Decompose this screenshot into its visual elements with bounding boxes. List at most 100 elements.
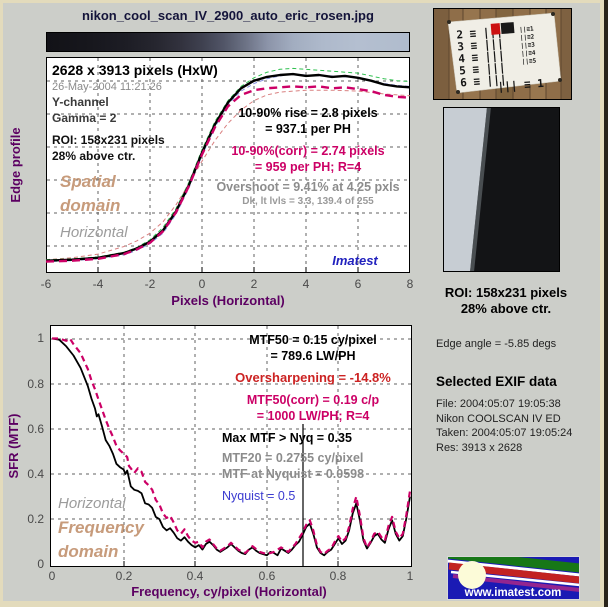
exif-line-model: Nikon COOLSCAN IV ED bbox=[436, 412, 561, 425]
mtf-ytick-2: 0.6 bbox=[27, 422, 44, 436]
dark-patch bbox=[500, 22, 515, 35]
edge-xtick-4: 2 bbox=[250, 277, 258, 291]
curve-red-channel bbox=[46, 89, 410, 261]
frame-top bbox=[0, 0, 608, 3]
chart-row-right-1: ||≡2 bbox=[520, 33, 535, 41]
imatest-watermark: Imatest bbox=[332, 253, 378, 268]
chart-row-left-4: 6 ≡ ||| bbox=[460, 73, 507, 90]
mtf-xtick-5: 1 bbox=[406, 569, 414, 583]
rise-corr-annotation-2: = 959 per PH; R=4 bbox=[254, 160, 362, 174]
edge-xtick-1: -4 bbox=[92, 277, 104, 291]
chart-row-right-0: ||≡1 bbox=[519, 26, 534, 34]
spatial-domain-label-2: domain bbox=[60, 196, 121, 215]
chart-row-right-3: ||≡4 bbox=[521, 49, 536, 57]
exif-line-res: Res: 3913 x 2628 bbox=[436, 441, 523, 454]
edge-x-axis-label: Pixels (Horizontal) bbox=[171, 293, 285, 308]
overshoot-annotation: Overshoot = 9.41% at 4.25 pxls bbox=[216, 180, 400, 194]
exif-line-taken: Taken: 2004:05:07 19:05:24 bbox=[436, 427, 573, 439]
chart-row-left-1: 3 ≡ ||| bbox=[457, 37, 504, 54]
gamma-label: Gamma = 2 bbox=[52, 111, 117, 125]
edge-angle-label: Edge angle = -5.85 degs bbox=[436, 338, 557, 350]
mtf-ytick-4: 0.2 bbox=[27, 512, 44, 526]
mtf-xtick-2: 0.4 bbox=[186, 569, 204, 583]
test-chart-thumbnail: 2 ≡ ||| 3 ≡ ||| 4 ≡ ||| 5 ≡ ||| 6 ≡ ||| … bbox=[433, 8, 572, 100]
edge-xtick-2: -2 bbox=[144, 277, 156, 291]
edge-annotations: 10-90% rise = 2.8 pixels = 937.1 per PH … bbox=[192, 105, 424, 208]
roi-caption-line-2: 28% above ctr. bbox=[460, 301, 552, 316]
mtf-ytick-3: 0.4 bbox=[27, 467, 44, 481]
frequency-domain-label-2: domain bbox=[58, 542, 119, 561]
roi-caption: ROI: 158x231 pixels 28% above ctr. bbox=[426, 285, 586, 317]
mtf-annotations: MTF50 = 0.15 cy/pixel = 789.6 LW/PH Over… bbox=[200, 332, 426, 504]
edge-orientation-label: Horizontal bbox=[60, 224, 128, 241]
tonal-gradient-bar bbox=[46, 32, 410, 52]
mtf-ytick-0: 1 bbox=[37, 331, 44, 345]
chart-row-right-2: ||≡3 bbox=[520, 41, 535, 49]
chart-row-left-2: 4 ≡ ||| bbox=[458, 49, 505, 66]
thumbnail-border bbox=[433, 8, 572, 100]
edge-xtick-3: 0 bbox=[198, 277, 206, 291]
roi-thumbnail-border bbox=[443, 107, 560, 272]
roi-marker bbox=[490, 23, 501, 35]
mtf-plot-frame bbox=[50, 325, 412, 567]
roi-caption-line-1: ROI: 158x231 pixels bbox=[444, 285, 568, 300]
mtf-nyquist-annotation: MTF at Nyquist = 0.0598 bbox=[222, 467, 365, 481]
roi-size-label: ROI: 158x231 pixels bbox=[52, 133, 165, 147]
mtf-ytick-1: 0.8 bbox=[27, 377, 44, 391]
exif-line-file: File: 2004:05:07 19:05:38 bbox=[436, 398, 561, 410]
frame-right-dark bbox=[604, 0, 608, 607]
chart-row-right-4: ||≡5 bbox=[521, 57, 536, 65]
imatest-logo[interactable]: www.imatest.com bbox=[447, 556, 580, 600]
mtf-plot-grid bbox=[51, 326, 411, 566]
exif-block: File: 2004:05:07 19:05:38 Nikon COOLSCAN… bbox=[436, 397, 604, 455]
logo-moon-icon bbox=[458, 561, 486, 589]
rise-corr-annotation-1: 10-90%(corr) = 2.74 pixels bbox=[231, 144, 385, 158]
mtf50-annotation-1: MTF50 = 0.15 cy/pixel bbox=[249, 333, 377, 347]
figure-title: nikon_cool_scan_IV_2900_auto_eric_rosen.… bbox=[82, 8, 374, 23]
rise-annotation-2: = 937.1 per PH bbox=[265, 122, 351, 136]
chart-row-left-3: 5 ≡ ||| bbox=[459, 61, 506, 78]
edge-xtick-6: 6 bbox=[354, 277, 362, 291]
levels-annotation: Dk, lt lvls = 3.3, 139.4 of 255 bbox=[242, 196, 374, 207]
mtf50-annotation-2: = 789.6 LW/PH bbox=[270, 349, 356, 363]
imatest-url[interactable]: www.imatest.com bbox=[464, 587, 562, 599]
logo-border bbox=[447, 556, 580, 600]
edge-xtick-7: 8 bbox=[406, 277, 414, 291]
mtf50-corr-annotation-1: MTF50(corr) = 0.19 c/p bbox=[246, 393, 380, 407]
edge-plot-grid bbox=[47, 58, 409, 272]
edge-transition bbox=[470, 107, 491, 272]
frame-right-beige bbox=[600, 0, 604, 607]
mtf-plot bbox=[50, 325, 412, 567]
dark-side bbox=[470, 107, 560, 272]
mtf-xtick-3: 0.6 bbox=[258, 569, 276, 583]
chart-row-bottom: ||| ≡ 1 bbox=[497, 77, 545, 94]
mtf-curves bbox=[51, 337, 412, 557]
paper-clips bbox=[447, 12, 562, 94]
nyquist-annotation: Nyquist = 0.5 bbox=[222, 489, 296, 503]
mtf50-corr-annotation-2: = 1000 LW/PH; R=4 bbox=[256, 409, 370, 423]
edge-profile-plot bbox=[46, 57, 410, 273]
mtf-plot-ticks bbox=[123, 561, 339, 566]
max-mtf-annotation: Max MTF > Nyq = 0.35 bbox=[222, 431, 352, 445]
mtf-y-axis-label: SFR (MTF) bbox=[6, 413, 21, 479]
edge-xtick-0: -6 bbox=[40, 277, 52, 291]
mtf-xtick-4: 0.8 bbox=[329, 569, 347, 583]
mtf-xtick-1: 0.2 bbox=[115, 569, 133, 583]
edge-profile-curves bbox=[46, 67, 410, 263]
edge-roi-thumbnail bbox=[443, 107, 560, 272]
mtf-ytick-5: 0 bbox=[37, 557, 44, 571]
analysis-date: 26-May-2004 11:21:26 bbox=[52, 81, 162, 93]
mtf-orientation-label: Horizontal bbox=[58, 495, 126, 512]
curve-edge-corrected bbox=[46, 85, 410, 263]
rise-annotation-1: 10-90% rise = 2.8 pixels bbox=[238, 106, 378, 120]
image-dimensions: 2628 x 3913 pixels (HxW) bbox=[52, 62, 218, 78]
channel-label: Y-channel bbox=[52, 95, 109, 109]
edge-plot-ticks bbox=[97, 267, 359, 272]
oversharpening-annotation: Oversharpening = -14.8% bbox=[235, 370, 391, 385]
edge-y-axis-label: Edge profile bbox=[8, 127, 23, 203]
mtf-xtick-0: 0 bbox=[48, 569, 56, 583]
edge-xtick-5: 4 bbox=[302, 277, 310, 291]
image-info-block: 2628 x 3913 pixels (HxW) 26-May-2004 11:… bbox=[52, 62, 252, 163]
mtf20-annotation: MTF20 = 0.2755 cy/pixel bbox=[222, 451, 364, 465]
